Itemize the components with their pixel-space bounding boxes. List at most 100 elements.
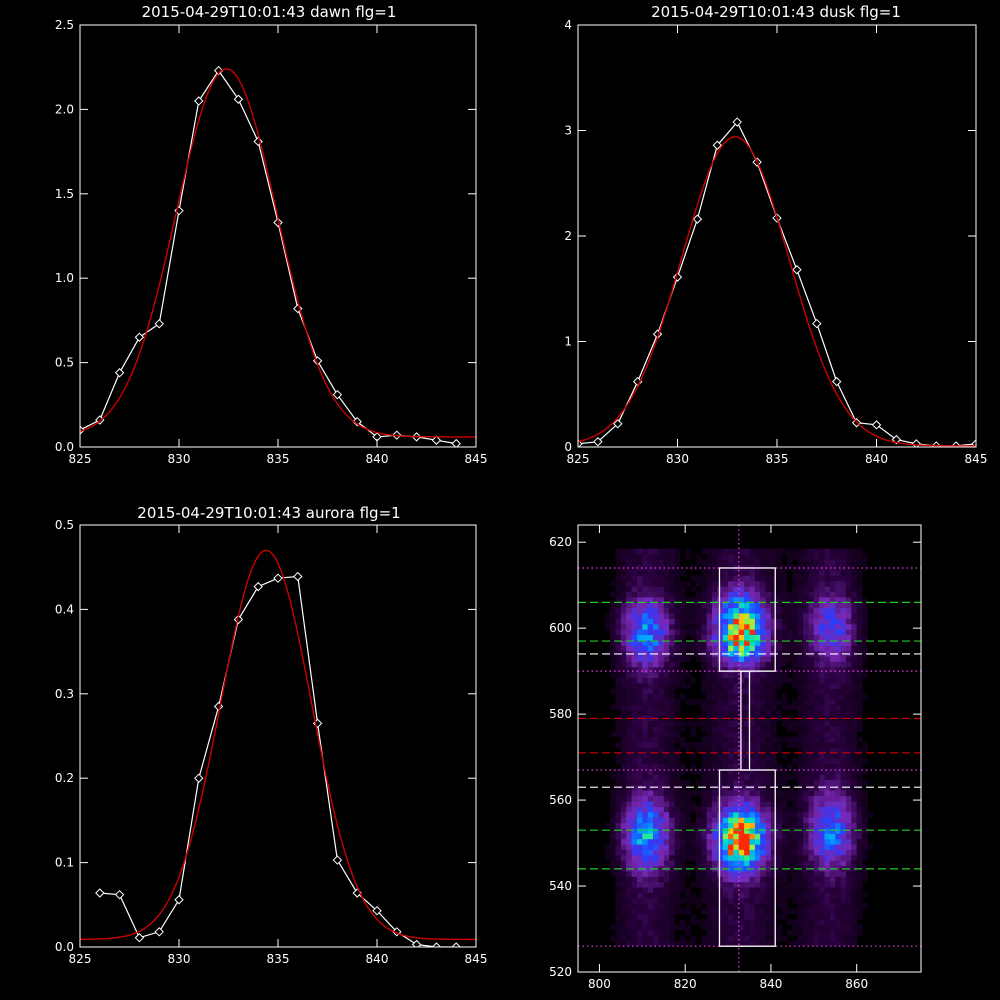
image-pixel <box>615 844 622 850</box>
image-pixel <box>642 736 649 743</box>
image-pixel <box>792 704 799 711</box>
image-pixel <box>722 752 729 759</box>
image-pixel <box>620 924 627 931</box>
image-pixel <box>840 768 847 775</box>
image-pixel <box>808 806 815 813</box>
image-pixel <box>722 656 729 662</box>
image-pixel <box>653 903 659 909</box>
image-pixel <box>653 656 659 662</box>
image-pixel <box>620 683 627 689</box>
image-pixel <box>803 833 809 840</box>
image-pixel <box>631 575 638 582</box>
dusk-data-point <box>812 318 822 329</box>
image-pixel <box>728 677 734 684</box>
image-pixel <box>647 623 654 630</box>
image-pixel <box>637 747 643 754</box>
image-pixel <box>787 785 793 791</box>
image-pixel <box>819 758 825 764</box>
image-pixel <box>669 924 675 931</box>
image-pixel <box>701 887 708 893</box>
image-pixel <box>835 731 842 738</box>
image-pixel <box>706 828 713 834</box>
image-pixel <box>760 586 766 592</box>
image-pixel <box>808 672 815 678</box>
aurora-data-point <box>134 933 145 943</box>
image-pixel <box>803 699 809 705</box>
image-pixel <box>824 811 831 818</box>
image-pixel <box>797 725 804 732</box>
image-pixel <box>712 613 718 619</box>
image-pixel <box>856 924 863 931</box>
image-pixel <box>642 892 649 899</box>
image-pixel <box>604 618 611 625</box>
image-pixel <box>717 860 724 867</box>
image-pixel <box>862 828 868 834</box>
image-pixel <box>626 828 632 834</box>
image-pixel <box>701 871 708 877</box>
image-pixel <box>626 763 632 770</box>
image-pixel <box>781 618 788 625</box>
image-pixel <box>615 914 622 920</box>
image-pixel <box>738 795 745 802</box>
image-pixel <box>728 768 734 775</box>
image-pixel <box>701 725 708 732</box>
image-pixel <box>615 908 622 915</box>
image-pixel <box>819 736 825 743</box>
image-pixel <box>824 725 831 732</box>
image-pixel <box>862 613 868 619</box>
image-pixel <box>824 903 831 909</box>
image-pixel <box>846 887 852 893</box>
dawn-data-point <box>154 319 164 329</box>
image-pixel <box>846 935 852 942</box>
image-pixel <box>647 570 654 576</box>
image-pixel <box>642 580 649 587</box>
image-pixel <box>808 940 815 947</box>
image-pixel <box>754 736 761 743</box>
image-pixel <box>717 833 724 840</box>
image-pixel <box>819 876 825 883</box>
image-pixel <box>695 634 702 641</box>
image-pixel <box>744 607 750 614</box>
image-pixel <box>701 752 708 759</box>
image-pixel <box>728 650 734 657</box>
image-pixel <box>754 854 761 861</box>
image-pixel <box>851 779 858 786</box>
image-pixel <box>840 709 847 716</box>
image-pixel <box>824 736 831 743</box>
image-pixel <box>722 575 729 582</box>
image-pixel <box>813 919 820 926</box>
image-pixel <box>631 924 638 931</box>
image-pixel <box>679 785 686 791</box>
image-pixel <box>856 914 863 920</box>
image-pixel <box>829 731 836 738</box>
image-pixel <box>851 634 858 641</box>
image-pixel <box>867 844 874 850</box>
image-pixel <box>797 736 804 743</box>
image-pixel <box>615 586 622 592</box>
image-pixel <box>674 575 681 582</box>
image-pixel <box>637 645 643 652</box>
image-pixel <box>647 602 654 609</box>
image-pixel <box>669 656 675 662</box>
image-pixel <box>781 677 788 684</box>
image-pixel <box>663 640 670 646</box>
image-pixel <box>765 763 772 770</box>
image-pixel <box>620 779 627 786</box>
image-pixel <box>615 623 622 630</box>
image-pixel <box>712 623 718 630</box>
image-pixel <box>669 564 675 571</box>
image-pixel <box>770 580 777 587</box>
image-pixel <box>787 634 793 641</box>
image-pixel <box>776 768 783 775</box>
image-pixel <box>658 683 665 689</box>
image-pixel <box>744 887 750 893</box>
image-pixel <box>669 742 675 748</box>
image-pixel <box>760 768 766 775</box>
image-pixel <box>851 768 858 775</box>
image-pixel <box>674 940 681 947</box>
image-pixel <box>770 731 777 738</box>
image-pixel <box>803 661 809 668</box>
image-pixel <box>840 935 847 942</box>
dawn-y-tick-label: 0.0 <box>55 440 74 454</box>
image-pixel <box>690 742 697 748</box>
